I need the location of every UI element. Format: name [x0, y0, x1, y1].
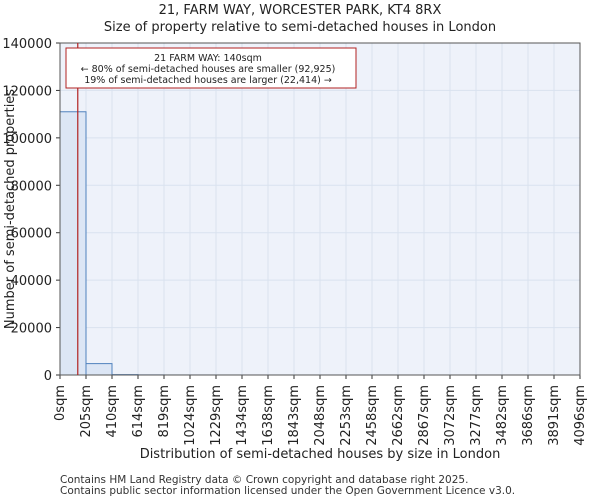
- x-tick-label: 1638sqm: [261, 385, 276, 446]
- chart-title-line2: Size of property relative to semi-detach…: [103, 20, 497, 35]
- y-tick-label: 0: [44, 369, 52, 384]
- annotation-title: 21 FARM WAY: 140sqm: [154, 53, 262, 64]
- x-tick-label: 4096sqm: [573, 385, 588, 446]
- y-tick-label: 60000: [11, 227, 52, 242]
- x-tick-label: 3072sqm: [443, 385, 458, 446]
- x-tick-label: 410sqm: [105, 385, 120, 438]
- footer-copyright: Contains HM Land Registry data © Crown c…: [60, 474, 469, 486]
- x-axis-label: Distribution of semi-detached houses by …: [140, 447, 501, 462]
- x-tick-label: 2867sqm: [417, 385, 432, 446]
- x-tick-label: 614sqm: [131, 385, 146, 438]
- x-tick-label: 2458sqm: [365, 385, 380, 446]
- y-tick-label: 120000: [2, 84, 52, 99]
- histogram-bar: [85, 363, 113, 376]
- x-tick-label: 1843sqm: [287, 385, 302, 446]
- annotation-larger: 19% of semi-detached houses are larger (…: [84, 75, 332, 86]
- y-tick-label: 140000: [2, 37, 52, 52]
- x-tick-label: 3277sqm: [469, 385, 484, 446]
- y-tick-label: 100000: [2, 132, 52, 147]
- x-tick-label: 819sqm: [157, 385, 172, 438]
- x-tick-label: 3686sqm: [521, 385, 536, 446]
- x-tick-label: 2253sqm: [339, 385, 354, 446]
- x-tick-label: 1229sqm: [209, 385, 224, 446]
- annotation-smaller: ← 80% of semi-detached houses are smalle…: [81, 64, 336, 75]
- histogram-bar: [59, 111, 87, 376]
- x-tick-label: 2662sqm: [391, 385, 406, 446]
- y-tick-label: 20000: [11, 322, 52, 337]
- x-tick-label: 2048sqm: [313, 385, 328, 446]
- plot-frame: [59, 42, 581, 376]
- chart-title-line1: 21, FARM WAY, WORCESTER PARK, KT4 8RX: [158, 3, 442, 18]
- y-tick-label: 80000: [11, 179, 52, 194]
- x-tick-label: 1024sqm: [183, 385, 198, 446]
- x-tick-label: 0sqm: [53, 385, 68, 421]
- y-axis-label: Number of semi-detached properties: [3, 89, 18, 329]
- annotation-box: [65, 47, 357, 89]
- footer-licence: Contains public sector information licen…: [60, 485, 516, 497]
- y-tick-label: 40000: [11, 274, 52, 289]
- x-tick-label: 1434sqm: [235, 385, 250, 446]
- x-tick-label: 3482sqm: [495, 385, 510, 446]
- histogram-chart: 0 20000 40000 60000 80000 100000 120000 140000 0…: [2, 37, 588, 462]
- x-tick-label: 3891sqm: [547, 385, 562, 446]
- x-tick-label: 205sqm: [79, 385, 94, 438]
